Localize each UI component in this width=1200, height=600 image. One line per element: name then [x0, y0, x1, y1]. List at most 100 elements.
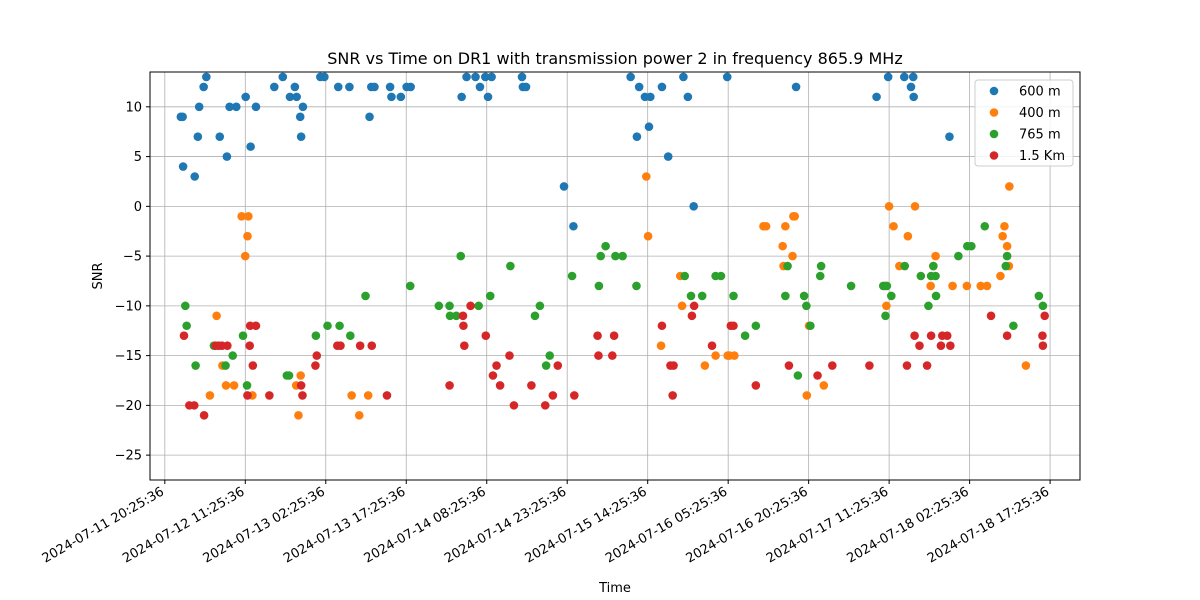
legend-marker [989, 108, 999, 117]
data-point [178, 112, 187, 122]
data-point [910, 202, 920, 211]
data-point [459, 321, 468, 331]
data-point [405, 281, 415, 291]
data-point [909, 92, 918, 102]
data-point [335, 321, 344, 331]
data-point [883, 72, 893, 82]
data-point [594, 281, 604, 291]
data-point [813, 371, 822, 380]
data-point [931, 271, 940, 281]
data-point [406, 82, 415, 92]
data-point [980, 221, 990, 231]
data-point [241, 92, 250, 102]
data-point [945, 132, 954, 141]
data-point [751, 321, 761, 331]
data-point [225, 102, 234, 112]
data-point [569, 221, 578, 231]
data-point [296, 381, 306, 390]
data-point [545, 351, 555, 360]
data-point [926, 281, 935, 291]
data-point [460, 341, 469, 350]
data-point [237, 211, 246, 221]
data-point [903, 231, 913, 241]
data-point [1002, 251, 1012, 261]
data-point [354, 411, 364, 420]
legend-marker [989, 151, 999, 160]
legend: 600 m 400 m 765 m 1.5 Km [974, 79, 1074, 167]
data-point [284, 371, 294, 380]
data-point [244, 211, 253, 221]
data-point [819, 381, 829, 390]
data-point [663, 152, 673, 161]
data-point [481, 331, 491, 341]
data-point [221, 381, 231, 390]
data-point [982, 281, 992, 291]
data-point [178, 162, 188, 171]
data-point [222, 152, 232, 161]
data-point [363, 391, 373, 400]
data-point [346, 331, 355, 341]
data-point [190, 172, 200, 181]
data-point [730, 351, 739, 360]
data-point [535, 301, 545, 311]
scatter-points [176, 72, 1049, 420]
y-tick-label: −25 [115, 449, 142, 464]
data-point [998, 231, 1007, 241]
data-point [729, 291, 738, 301]
data-point [609, 331, 619, 341]
data-point [761, 221, 771, 231]
y-tick-label: 10 [125, 100, 142, 115]
x-axis-label: Time [598, 581, 631, 596]
data-point [269, 82, 279, 92]
data-point [367, 341, 377, 350]
data-point [931, 251, 940, 261]
data-point [618, 251, 627, 261]
data-point [243, 231, 252, 241]
data-point [466, 301, 475, 311]
data-point [457, 92, 466, 102]
data-point [942, 331, 952, 341]
data-point [1021, 361, 1031, 370]
chart-title: SNR vs Time on DR1 with transmission pow… [327, 49, 902, 68]
data-point [872, 92, 881, 102]
data-point [707, 341, 717, 350]
data-point [189, 401, 199, 410]
series-1-5-km [179, 301, 1049, 420]
data-point [445, 301, 454, 311]
data-point [669, 361, 678, 370]
data-point [396, 92, 406, 102]
data-point [884, 202, 894, 211]
data-point [783, 261, 792, 271]
data-point [697, 291, 707, 301]
data-point [570, 391, 579, 400]
data-point [462, 72, 471, 82]
data-point [594, 351, 603, 360]
data-point [946, 341, 955, 350]
data-point [793, 371, 803, 380]
data-point [333, 82, 343, 92]
series-765-m [181, 221, 1048, 390]
data-point [689, 301, 699, 311]
data-point [641, 172, 651, 181]
data-point [251, 102, 261, 112]
data-point [245, 341, 255, 350]
data-point [1038, 341, 1048, 350]
data-point [601, 241, 610, 251]
data-point [559, 182, 569, 191]
data-point [677, 301, 687, 311]
data-point [474, 301, 483, 311]
data-point [1009, 321, 1018, 331]
data-point [1038, 301, 1048, 311]
data-point [900, 261, 910, 271]
data-point [458, 311, 468, 321]
data-point [815, 271, 825, 281]
y-tick-label: −10 [115, 299, 142, 314]
data-point [1034, 291, 1044, 301]
data-point [882, 301, 891, 311]
data-point [915, 341, 924, 350]
plot-frame [149, 71, 1081, 481]
data-point [191, 361, 200, 370]
data-point [916, 271, 926, 281]
data-point [644, 122, 654, 132]
data-point [242, 381, 252, 390]
